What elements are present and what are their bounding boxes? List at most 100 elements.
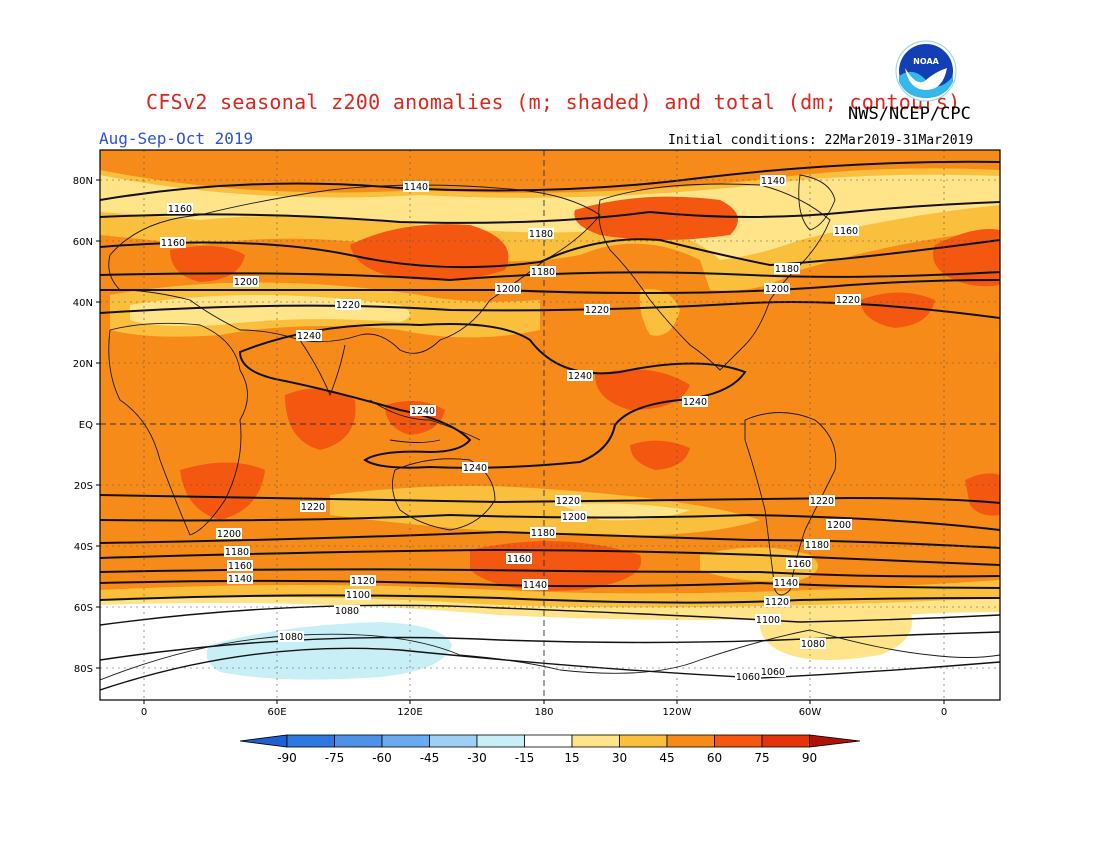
lat-label: 20N <box>73 359 93 370</box>
season-label: Aug-Sep-Oct 2019 <box>99 129 254 148</box>
svg-text:1080: 1080 <box>335 606 359 617</box>
contour-label: 1240 <box>296 330 322 342</box>
svg-text:1180: 1180 <box>775 264 799 275</box>
lat-label: 40S <box>74 542 93 553</box>
contour-labels: 1140 1140 1160 1160 1160 1180 1180 1180 … <box>160 175 861 683</box>
svg-text:1220: 1220 <box>556 496 580 507</box>
colorbar-label: 30 <box>612 751 627 765</box>
contour-label: 1140 <box>522 579 548 591</box>
lon-label: 0 <box>941 707 947 718</box>
contour-line <box>100 594 1000 604</box>
map-frame <box>99 149 1001 701</box>
contour-label: 1180 <box>530 266 556 278</box>
contour-label: 1180 <box>774 263 800 275</box>
svg-text:1100: 1100 <box>756 615 780 626</box>
lat-label: 40N <box>73 298 93 309</box>
contour-label: 1120 <box>350 575 376 587</box>
lon-label: 120E <box>397 707 422 718</box>
colorbar-label: -75 <box>325 751 345 765</box>
contour-label: 1240 <box>462 462 488 474</box>
contour-label: 1140 <box>760 175 786 187</box>
contour-line <box>100 579 1000 589</box>
noaa-logo: NOAA <box>895 40 957 102</box>
colorbar-swatch <box>429 734 478 748</box>
map-title: CFSv2 seasonal z200 anomalies (m; shaded… <box>146 90 961 114</box>
colorbar-label: -90 <box>277 751 297 765</box>
colorbar-swatch <box>381 734 430 748</box>
svg-text:1180: 1180 <box>805 540 829 551</box>
lat-label: 80N <box>73 176 93 187</box>
contour-label: 1220 <box>809 495 835 507</box>
contour-line <box>100 160 1000 201</box>
contour-label: 1220 <box>835 294 861 306</box>
contour-line <box>238 323 747 469</box>
svg-text:1180: 1180 <box>531 528 555 539</box>
svg-text:1180: 1180 <box>531 267 555 278</box>
contour-label: 1240 <box>410 405 436 417</box>
svg-text:1180: 1180 <box>529 229 553 240</box>
lat-label: 60N <box>73 237 93 248</box>
contour-label: 1180 <box>224 546 250 558</box>
contour-line <box>100 201 1000 224</box>
contour-label: 1060 <box>735 671 761 683</box>
svg-text:1220: 1220 <box>810 496 834 507</box>
svg-text:1220: 1220 <box>336 300 360 311</box>
svg-text:1060: 1060 <box>736 672 760 683</box>
svg-text:1240: 1240 <box>463 463 487 474</box>
contour-label: 1200 <box>216 528 242 540</box>
contour-label: 1180 <box>530 527 556 539</box>
contour-line <box>100 568 1000 578</box>
svg-text:1200: 1200 <box>562 512 586 523</box>
svg-text:1120: 1120 <box>351 576 375 587</box>
anomaly-fill-30-45 <box>330 486 760 536</box>
contour-label: 1220 <box>335 299 361 311</box>
colorbar-label: -45 <box>420 751 440 765</box>
colorbar-swatch <box>334 734 383 748</box>
anomaly-fill-60-75 <box>860 292 935 328</box>
contour-line <box>100 494 1000 504</box>
reference-lines <box>100 150 1000 700</box>
contour-label: 1200 <box>826 519 852 531</box>
svg-text:1220: 1220 <box>836 295 860 306</box>
svg-text:1220: 1220 <box>301 502 325 513</box>
anomaly-fill-60-75 <box>595 369 690 410</box>
svg-text:1140: 1140 <box>404 182 428 193</box>
contour-label: 1160 <box>227 560 253 572</box>
coastline-maritime <box>369 399 481 443</box>
svg-text:1160: 1160 <box>834 226 858 237</box>
contour-label: 1200 <box>495 283 521 295</box>
colorbar-swatch <box>524 734 573 748</box>
coastline-africa <box>108 322 248 536</box>
contour-line <box>100 279 1000 295</box>
svg-text:1200: 1200 <box>827 520 851 531</box>
svg-text:1080: 1080 <box>279 632 303 643</box>
colorbar-arrow-high <box>809 734 861 748</box>
anomaly-fill-minus30-minus15 <box>206 622 452 680</box>
contour-label: 1160 <box>833 225 859 237</box>
svg-text:1240: 1240 <box>568 371 592 382</box>
lat-label: 80S <box>74 664 93 675</box>
colorbar: -90 -75 -60 -45 -30 -15 15 30 45 60 75 9… <box>239 734 861 765</box>
lon-label: 60W <box>799 707 822 718</box>
svg-text:1140: 1140 <box>523 580 547 591</box>
contour-label: 1200 <box>233 276 259 288</box>
contour-label: 1180 <box>528 228 554 240</box>
latitude-axis: 80N 60N 40N 20N EQ 20S 40S 60S 80S <box>73 176 100 675</box>
colorbar-swatch <box>714 734 763 748</box>
svg-text:1100: 1100 <box>346 590 370 601</box>
svg-text:1240: 1240 <box>411 406 435 417</box>
contour-label: 1220 <box>584 304 610 316</box>
svg-text:1160: 1160 <box>507 554 531 565</box>
contour-label: 1160 <box>506 553 532 565</box>
contour-label: 1080 <box>278 631 304 643</box>
initial-conditions-label: Initial conditions: 22Mar2019-31Mar2019 <box>668 133 974 148</box>
colorbar-swatch <box>286 734 335 748</box>
colorbar-label: -15 <box>515 751 535 765</box>
contour-label: 1080 <box>800 638 826 650</box>
svg-text:1200: 1200 <box>234 277 258 288</box>
anomaly-fill-15-30 <box>100 174 1000 260</box>
contour-label: 1160 <box>786 558 812 570</box>
contour-label: 1180 <box>804 539 830 551</box>
shaded-anomalies <box>100 150 1000 700</box>
